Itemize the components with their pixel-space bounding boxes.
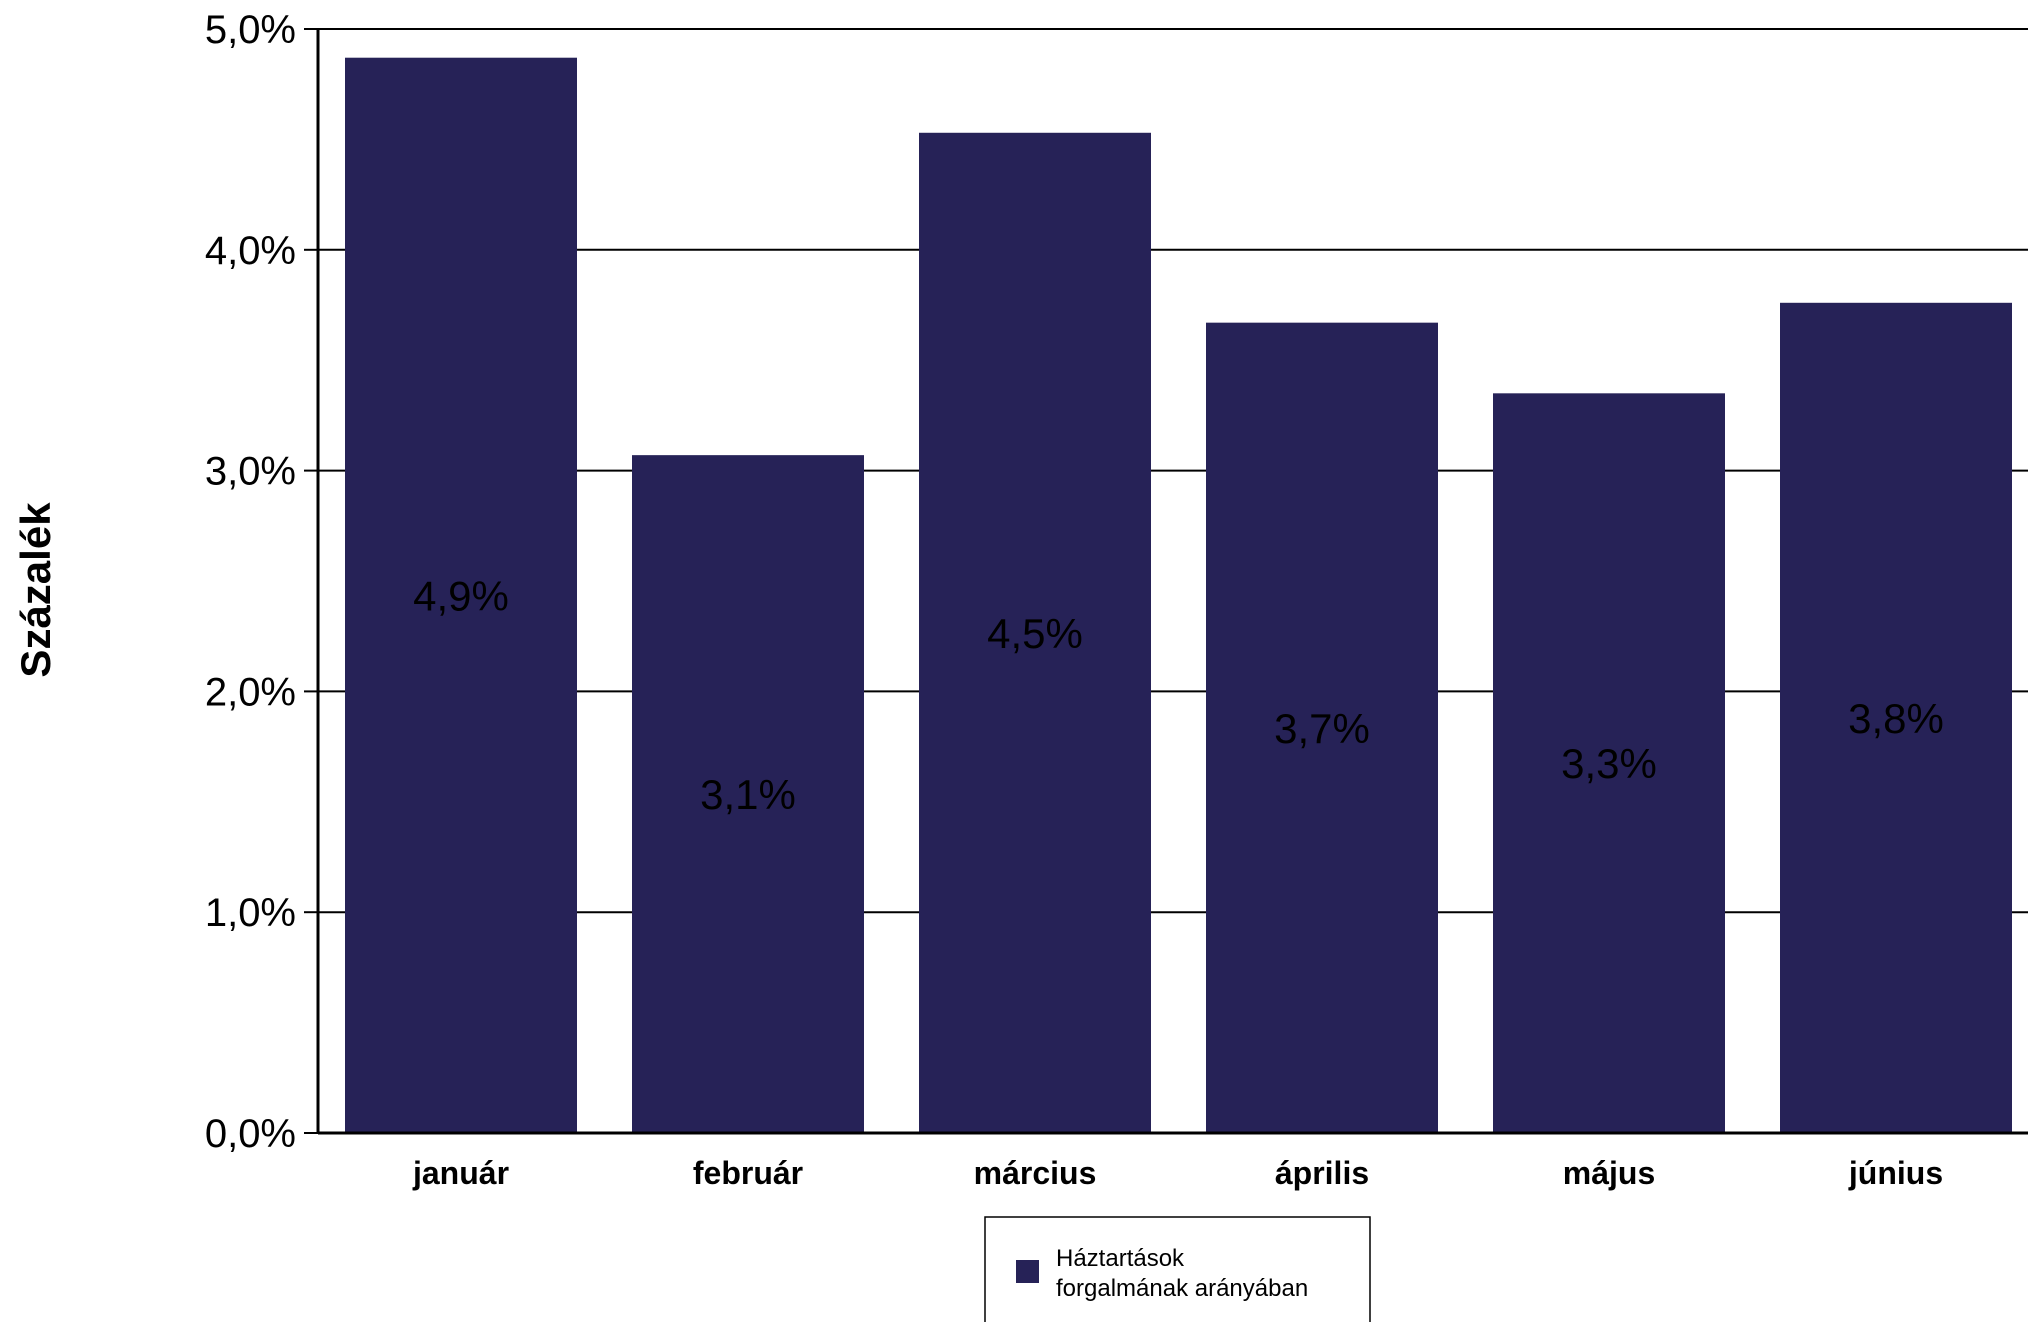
x-category-label: február bbox=[693, 1155, 803, 1191]
bar-1 bbox=[345, 57, 577, 1134]
x-category-label: május bbox=[1563, 1155, 1655, 1191]
x-category-label: január bbox=[412, 1155, 509, 1191]
y-tick-label: 0,0% bbox=[205, 1112, 296, 1156]
data-label: 4,5% bbox=[987, 610, 1083, 657]
bar-2 bbox=[632, 455, 864, 1133]
data-label: 3,7% bbox=[1274, 705, 1370, 752]
bar-3 bbox=[919, 132, 1151, 1133]
legend-swatch bbox=[1016, 1260, 1039, 1283]
y-tick-label: 5,0% bbox=[205, 8, 296, 52]
legend: Háztartások forgalmának arányában bbox=[984, 1216, 1371, 1322]
x-category-label: június bbox=[1848, 1155, 1943, 1191]
data-labels: 4,9% 3,1% 4,5% 3,7% 3,3% 3,8% bbox=[413, 572, 1944, 818]
x-category-label: március bbox=[974, 1155, 1097, 1191]
y-axis-ticks: 0,0% 1,0% 2,0% 3,0% 4,0% 5,0% bbox=[205, 8, 2028, 1156]
y-tick-label: 4,0% bbox=[205, 229, 296, 273]
data-label: 3,1% bbox=[700, 771, 796, 818]
legend-label: Háztartások forgalmának arányában bbox=[1056, 1245, 1308, 1302]
bar-6 bbox=[1780, 302, 2012, 1133]
y-axis-title: Százalék bbox=[12, 502, 59, 678]
x-axis-categories: január február március április május június bbox=[412, 1155, 1943, 1191]
x-category-label: április bbox=[1275, 1155, 1369, 1191]
bars bbox=[345, 57, 2012, 1134]
data-label: 3,3% bbox=[1561, 740, 1657, 787]
legend-box bbox=[984, 1216, 1371, 1322]
data-label: 3,8% bbox=[1848, 695, 1944, 742]
data-label: 4,9% bbox=[413, 572, 509, 619]
y-tick-label: 2,0% bbox=[205, 670, 296, 714]
bar-4 bbox=[1206, 322, 1438, 1133]
y-tick-label: 1,0% bbox=[205, 891, 296, 935]
y-tick-label: 3,0% bbox=[205, 450, 296, 494]
bar-5 bbox=[1493, 393, 1725, 1133]
